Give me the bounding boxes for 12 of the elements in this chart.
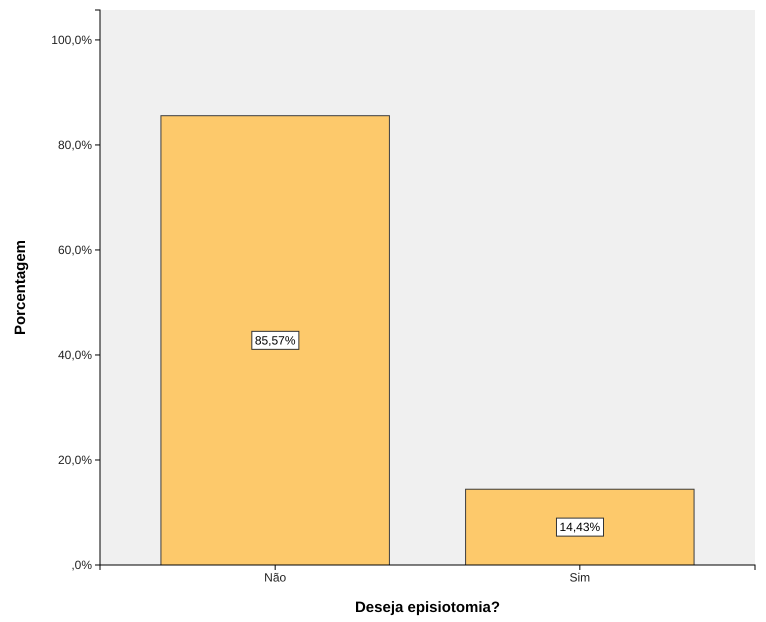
x-axis-title: Deseja episiotomia?	[354, 599, 500, 616]
y-tick-label: ,0%	[71, 558, 92, 572]
y-tick-label: 40,0%	[58, 348, 92, 362]
data-label: 14,43%	[559, 520, 601, 534]
y-tick-label: 100,0%	[51, 32, 92, 47]
y-tick-label: 20,0%	[58, 452, 92, 467]
x-tick-label: Não	[264, 570, 287, 585]
y-tick-label: 80,0%	[58, 138, 92, 152]
data-label: 85,57%	[254, 333, 296, 348]
x-tick-label: Sim	[569, 570, 590, 585]
y-tick-label: 60,0%	[58, 242, 92, 257]
y-axis-title: Porcentagem	[12, 240, 29, 336]
